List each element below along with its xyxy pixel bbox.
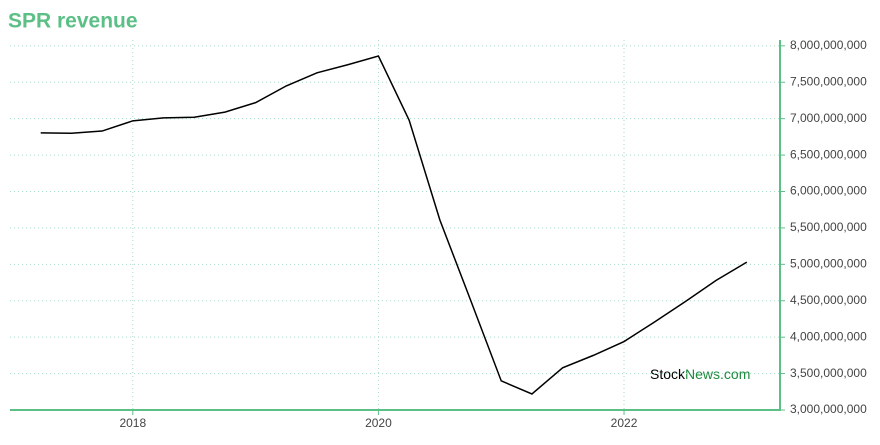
y-tick-label: 6,500,000,000 bbox=[790, 147, 867, 161]
y-tick-label: 6,000,000,000 bbox=[790, 184, 867, 198]
line bbox=[40, 55, 748, 395]
y-tick-label: 8,000,000,000 bbox=[790, 38, 867, 52]
y-tick-label: 7,500,000,000 bbox=[790, 74, 867, 88]
y-tick-label: 4,000,000,000 bbox=[790, 329, 867, 343]
y-tick-label: 3,500,000,000 bbox=[790, 366, 867, 380]
y-tick-label: 5,500,000,000 bbox=[790, 220, 867, 234]
x-tick-label: 2020 bbox=[365, 416, 392, 430]
y-tick-label: 5,000,000,000 bbox=[790, 257, 867, 271]
watermark-part: News.com bbox=[685, 366, 750, 382]
x-tick-label: 2022 bbox=[611, 416, 638, 430]
x-tick-label: 2018 bbox=[119, 416, 146, 430]
y-tick-label: 3,000,000,000 bbox=[790, 402, 867, 416]
watermark: StockNews.com bbox=[650, 366, 750, 382]
y-tick-label: 7,000,000,000 bbox=[790, 111, 867, 125]
chart-title: SPR revenue bbox=[8, 10, 138, 33]
y-tick-label: 4,500,000,000 bbox=[790, 293, 867, 307]
watermark-part: Stock bbox=[650, 366, 686, 382]
